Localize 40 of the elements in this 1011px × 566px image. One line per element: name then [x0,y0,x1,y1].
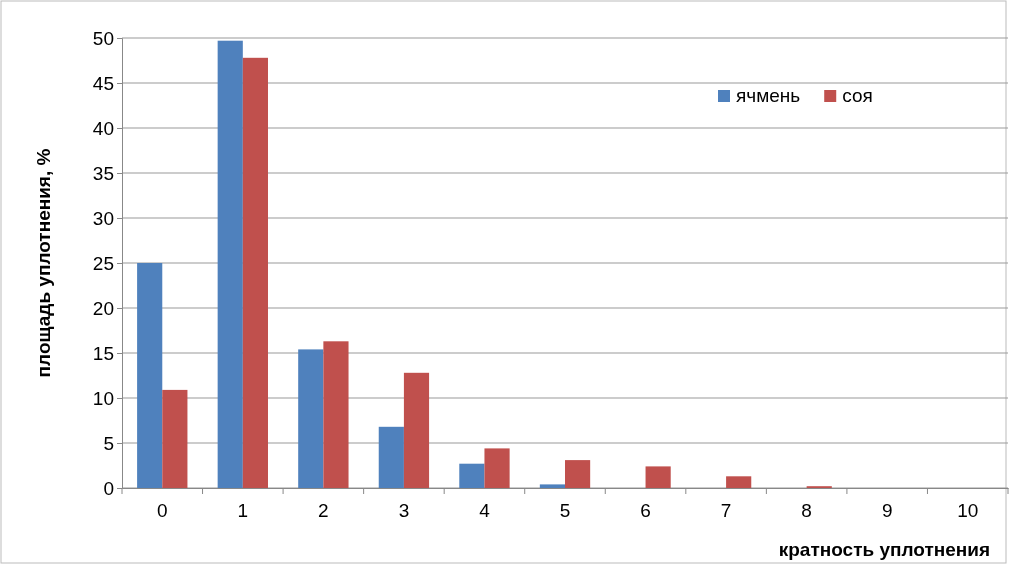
x-tick-label: 2 [318,500,329,522]
bar [539,484,565,488]
y-tick-label: 5 [103,432,114,454]
x-tick-label: 8 [801,500,812,522]
y-tick-label: 15 [92,342,114,364]
x-tick-label: 7 [720,500,732,522]
x-tick-label: 5 [559,500,571,522]
y-tick-label: 20 [92,297,114,319]
bar [298,349,324,488]
bar [323,341,349,488]
bar [484,448,510,488]
x-tick-label: 10 [957,500,979,522]
x-tick-label: 3 [398,500,410,522]
bar [403,372,430,488]
y-tick-label: 10 [92,387,114,409]
x-tick-label: 0 [156,500,168,522]
bar [378,426,404,488]
bar [645,466,671,488]
y-tick-label: 35 [92,162,114,184]
x-tick-label: 9 [881,500,893,522]
bar [565,460,591,488]
y-tick-label: 45 [92,72,114,94]
bar [459,463,485,488]
x-tick-label: 4 [479,500,491,522]
legend-label: соя [842,85,873,106]
y-axis-title: площадь уплотнения, % [33,148,54,378]
bar [726,476,752,488]
y-tick-label: 40 [92,117,114,139]
bar [137,263,163,488]
x-tick-label: 6 [640,500,651,522]
legend-label: ячмень [736,85,801,106]
y-tick-label: 25 [92,252,114,274]
y-tick-label: 50 [92,27,114,49]
y-tick-label: 30 [92,207,114,229]
x-tick-label: 1 [237,500,249,522]
bar [217,40,243,488]
bar [162,389,188,488]
bar [242,57,268,488]
y-tick-label: 0 [103,477,114,499]
x-axis-title: кратность уплотнения [778,539,990,560]
